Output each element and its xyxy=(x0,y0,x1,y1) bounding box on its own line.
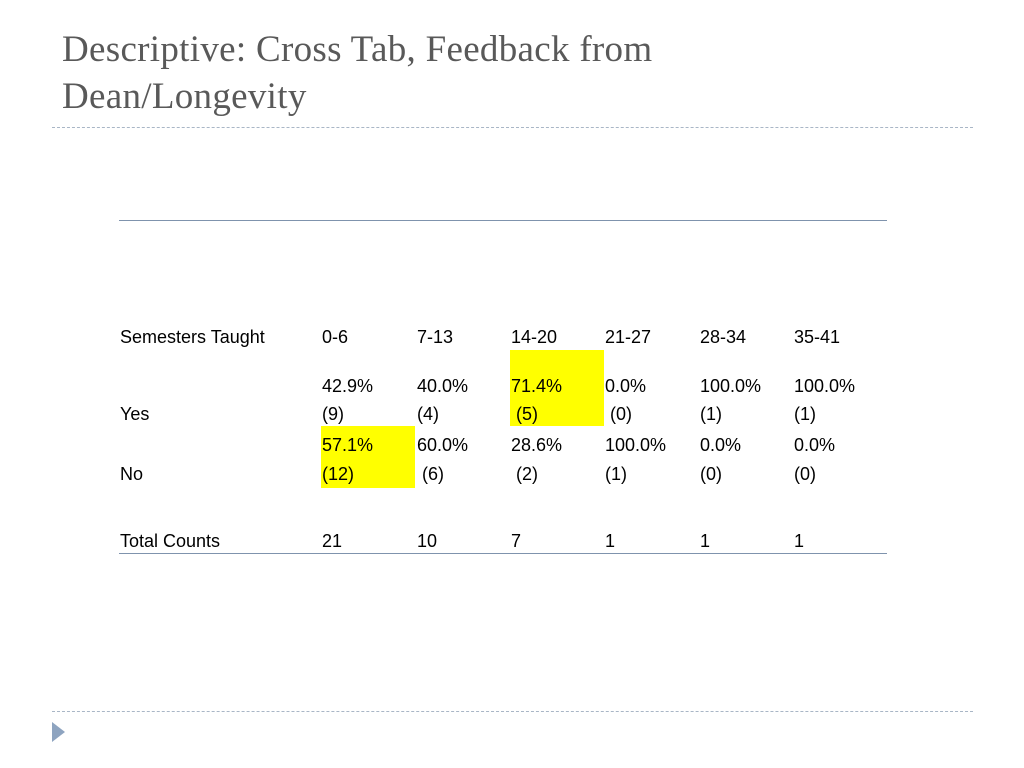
yes-0-6-pct: 42.9% xyxy=(322,376,374,396)
yes-28-34-pct: 100.0% xyxy=(700,376,762,396)
yes-14-20-pct: 71.4% xyxy=(511,376,563,396)
table-top-border xyxy=(119,220,887,221)
no-14-20-count: (2) xyxy=(511,464,538,484)
table-bottom-border xyxy=(119,553,887,554)
total-14-20: 7 xyxy=(511,531,522,551)
yes-21-27-count: (0) xyxy=(605,404,632,424)
yes-35-41-pct: 100.0% xyxy=(794,376,856,396)
play-arrow-icon[interactable] xyxy=(52,722,65,742)
yes-28-34-count: (1) xyxy=(700,404,722,424)
total-28-34: 1 xyxy=(700,531,711,551)
no-28-34-count: (0) xyxy=(700,464,722,484)
no-21-27-count: (1) xyxy=(605,464,627,484)
yes-0-6-count: (9) xyxy=(322,404,344,424)
row-label-yes: Yes xyxy=(120,404,150,424)
highlight-no-0-6 xyxy=(321,426,415,488)
yes-35-41-count: (1) xyxy=(794,404,816,424)
no-0-6-pct: 57.1% xyxy=(322,435,374,455)
col-header-0-6: 0-6 xyxy=(322,327,349,347)
yes-14-20-count: (5) xyxy=(511,404,538,424)
total-0-6: 21 xyxy=(322,531,343,551)
header-semesters-taught: Semesters Taught xyxy=(120,327,265,347)
total-21-27: 1 xyxy=(605,531,616,551)
no-14-20-pct: 28.6% xyxy=(511,435,563,455)
no-0-6-count: (12) xyxy=(322,464,355,484)
no-7-13-count: (6) xyxy=(417,464,444,484)
title-divider xyxy=(52,127,973,128)
footer-divider xyxy=(52,711,973,712)
col-header-28-34: 28-34 xyxy=(700,327,747,347)
no-35-41-pct: 0.0% xyxy=(794,435,836,455)
yes-7-13-count: (4) xyxy=(417,404,439,424)
yes-21-27-pct: 0.0% xyxy=(605,376,647,396)
no-35-41-count: (0) xyxy=(794,464,816,484)
no-7-13-pct: 60.0% xyxy=(417,435,469,455)
row-label-no: No xyxy=(120,464,144,484)
total-7-13: 10 xyxy=(417,531,438,551)
col-header-14-20: 14-20 xyxy=(511,327,558,347)
row-label-total: Total Counts xyxy=(120,531,221,551)
col-header-35-41: 35-41 xyxy=(794,327,841,347)
highlight-yes-14-20 xyxy=(510,350,604,426)
yes-7-13-pct: 40.0% xyxy=(417,376,469,396)
no-21-27-pct: 100.0% xyxy=(605,435,667,455)
slide-title-line2: Dean/Longevity xyxy=(62,76,307,117)
slide-title-line1: Descriptive: Cross Tab, Feedback from xyxy=(62,29,653,70)
col-header-21-27: 21-27 xyxy=(605,327,652,347)
slide-title: Descriptive: Cross Tab, Feedback from De… xyxy=(62,26,962,120)
no-28-34-pct: 0.0% xyxy=(700,435,742,455)
col-header-7-13: 7-13 xyxy=(417,327,454,347)
total-35-41: 1 xyxy=(794,531,805,551)
